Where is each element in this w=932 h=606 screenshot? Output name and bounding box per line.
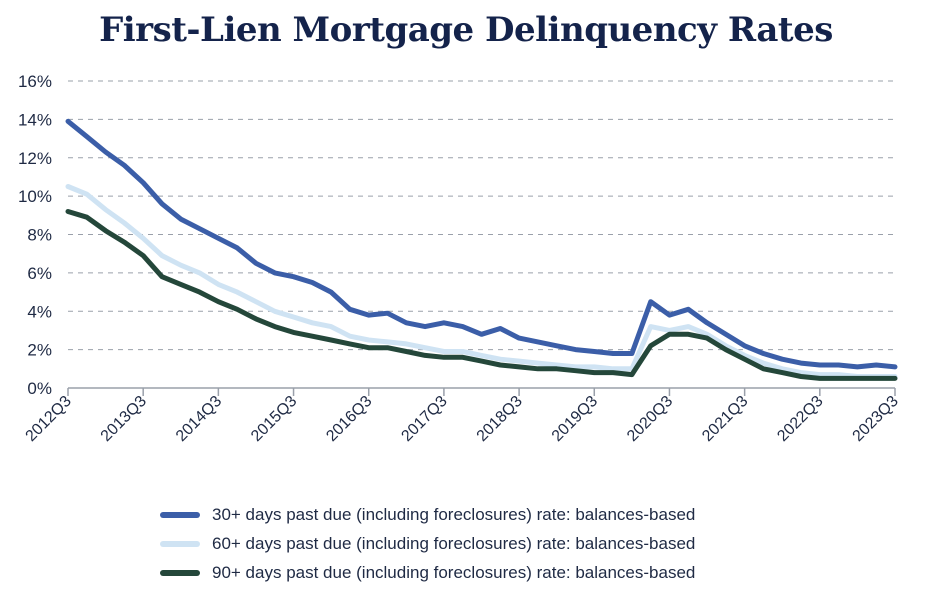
x-tick-label: 2020Q3 — [624, 393, 676, 445]
y-tick-label: 2% — [27, 341, 52, 360]
series-60-days-line — [65, 184, 898, 379]
x-tick-label: 2012Q3 — [23, 393, 75, 445]
legend-swatch-90-days — [160, 569, 200, 576]
x-tick-label: 2013Q3 — [98, 393, 150, 445]
x-tick-label: 2018Q3 — [474, 393, 526, 445]
x-tick-label: 2017Q3 — [398, 393, 450, 445]
y-tick-label: 4% — [27, 302, 52, 321]
legend-label-30-days: 30+ days past due (including foreclosure… — [212, 504, 696, 524]
series-lines — [65, 118, 898, 381]
legend-label-90-days: 90+ days past due (including foreclosure… — [212, 562, 696, 582]
legend: 30+ days past due (including foreclosure… — [160, 500, 695, 587]
x-tick-label: 2015Q3 — [248, 393, 300, 445]
x-tick-label: 2014Q3 — [173, 393, 225, 445]
x-axis-ticks: 2012Q3 2013Q3 2014Q3 2015Q3 2016Q3 2017Q3 2018… — [23, 388, 902, 445]
y-tick-label: 14% — [18, 110, 52, 129]
y-axis-ticks: 0% 2% 4% 6% 8% 10% 12% 14% 16% — [18, 72, 52, 398]
x-tick-label: 2021Q3 — [699, 393, 751, 445]
x-tick-label: 2019Q3 — [549, 393, 601, 445]
x-tick-label: 2023Q3 — [850, 393, 902, 445]
y-tick-label: 12% — [18, 149, 52, 168]
legend-item-60-days: 60+ days past due (including foreclosure… — [160, 529, 695, 558]
y-tick-label: 16% — [18, 72, 52, 91]
legend-swatch-30-days — [160, 511, 200, 518]
x-tick-label: 2016Q3 — [323, 393, 375, 445]
series-90-days-line — [65, 209, 898, 381]
legend-item-90-days: 90+ days past due (including foreclosure… — [160, 558, 695, 587]
series-30-days-line — [65, 118, 898, 370]
line-chart: 0% 2% 4% 6% 8% 10% 12% 14% 16% 2012Q3 2013Q3 2014Q… — [18, 72, 902, 445]
y-tick-label: 10% — [18, 187, 52, 206]
y-tick-label: 0% — [27, 379, 52, 398]
y-tick-label: 8% — [27, 226, 52, 245]
gridlines — [68, 80, 895, 351]
y-tick-label: 6% — [27, 264, 52, 283]
legend-item-30-days: 30+ days past due (including foreclosure… — [160, 500, 695, 529]
x-tick-label: 2022Q3 — [774, 393, 826, 445]
legend-swatch-60-days — [160, 540, 200, 547]
legend-label-60-days: 60+ days past due (including foreclosure… — [212, 533, 696, 553]
chart-title: First-Lien Mortgage Delinquency Rates — [99, 10, 833, 50]
